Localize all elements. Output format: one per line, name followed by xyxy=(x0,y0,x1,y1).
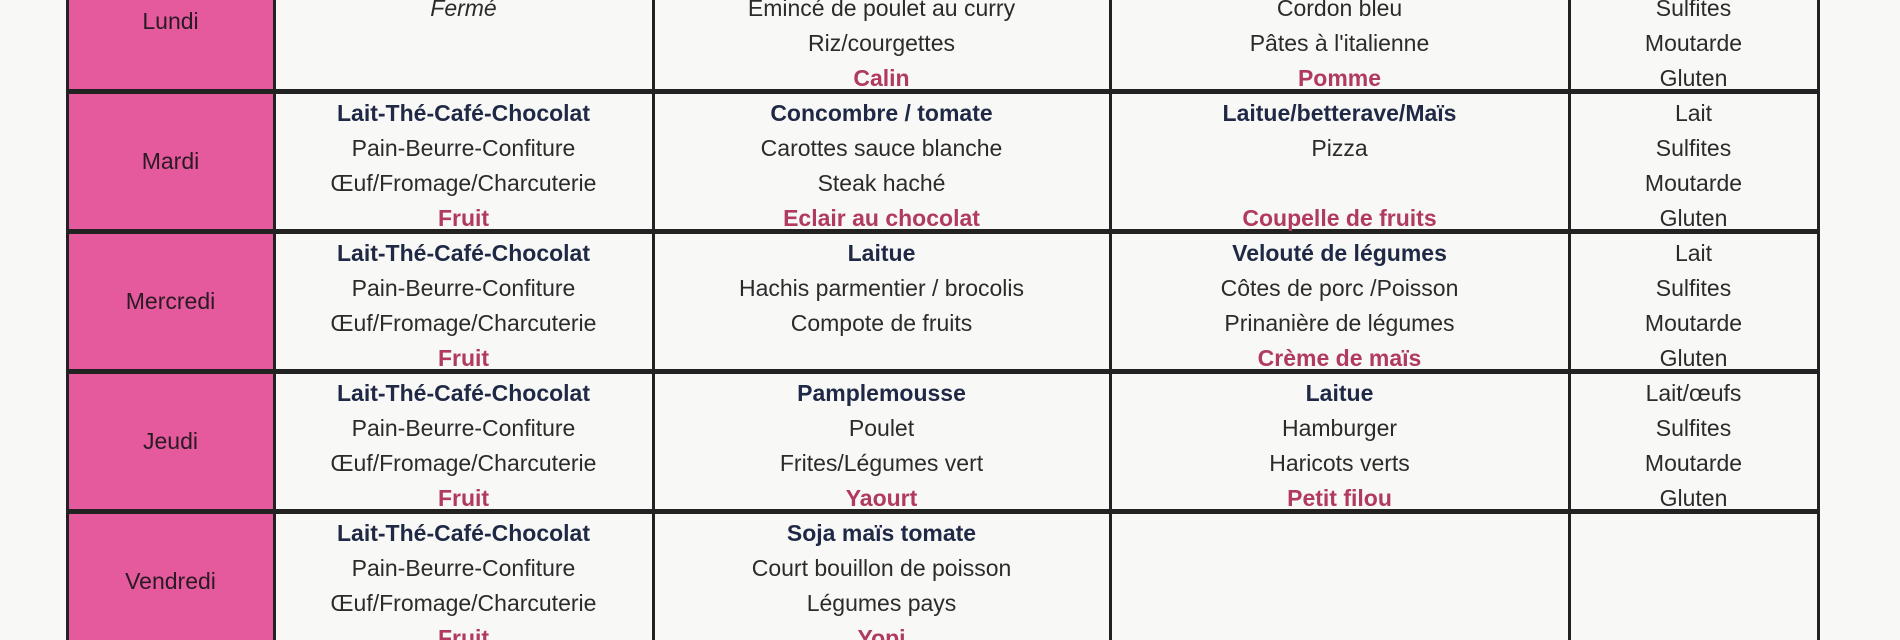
menu-line: Pâtes à l'italienne xyxy=(1249,29,1430,56)
menu-line: Œuf/Fromage/Charcuterie xyxy=(330,589,597,616)
menu-line: Pomme xyxy=(1297,64,1382,91)
menu-line: Gluten xyxy=(1659,204,1728,231)
allergen-cell: Lait Sulfites Moutarde Gluten xyxy=(1567,230,1820,372)
meal-cell xyxy=(1108,510,1571,640)
menu-line: Frites/Légumes vert xyxy=(779,449,984,476)
menu-line: Œuf/Fromage/Charcuterie xyxy=(330,449,597,476)
menu-line: Sulfites xyxy=(1655,134,1732,161)
menu-line: Carottes sauce blanche xyxy=(760,134,1003,161)
menu-line: Sulfites xyxy=(1655,274,1732,301)
meal-cell: Lait-Thé-Café-Chocolat Pain-Beurre-Confit… xyxy=(272,510,655,640)
menu-line: Moutarde xyxy=(1644,29,1743,56)
menu-line: Gluten xyxy=(1659,344,1728,371)
meal-cell: Laitue Hamburger Haricots verts Petit filou xyxy=(1108,370,1571,512)
day-label: Mardi xyxy=(141,147,200,174)
menu-line: Fruit xyxy=(437,484,490,511)
day-cell: Lundi xyxy=(65,0,276,92)
menu-line: Steak haché xyxy=(817,169,946,196)
menu-line: Moutarde xyxy=(1644,309,1743,336)
menu-line: Lait xyxy=(1674,239,1713,266)
menu-line: Crème de maïs xyxy=(1257,344,1422,371)
menu-line: Cordon bleu xyxy=(1276,0,1403,21)
menu-line: Calin xyxy=(853,64,910,91)
meal-cell: Velouté de légumes Côtes de porc /Poisson… xyxy=(1108,230,1571,372)
menu-line: Lait-Thé-Café-Chocolat xyxy=(337,379,590,406)
menu-line: Compote de fruits xyxy=(790,309,973,336)
day-cell: Mercredi xyxy=(65,230,276,372)
menu-line: Moutarde xyxy=(1644,449,1743,476)
meal-cell: Lait-Thé-Café-Chocolat Pain-Beurre-Confit… xyxy=(272,90,655,232)
menu-line: Hachis parmentier / brocolis xyxy=(738,274,1025,301)
menu-line: Pain-Beurre-Confiture xyxy=(351,414,576,441)
allergen-cell: Lait/œufs Sulfites Moutarde Gluten xyxy=(1567,370,1820,512)
day-label: Jeudi xyxy=(143,427,198,454)
menu-line: Lait-Thé-Café-Chocolat xyxy=(337,519,590,546)
day-cell: Vendredi xyxy=(65,510,276,640)
day-label: Vendredi xyxy=(125,567,216,594)
meal-cell: Lait-Thé-Café-Chocolat Pain-Beurre-Confit… xyxy=(272,370,655,512)
menu-line: Yaourt xyxy=(845,484,918,511)
day-cell: Mardi xyxy=(65,90,276,232)
menu-line: Lait-Thé-Café-Chocolat xyxy=(337,99,590,126)
menu-line: Hamburger xyxy=(1281,414,1398,441)
meal-cell: Cordon bleu Pâtes à l'italienne Pomme xyxy=(1108,0,1571,92)
day-label: Lundi xyxy=(142,7,199,34)
menu-line: Haricots verts xyxy=(1269,449,1410,476)
menu-line: Laitue xyxy=(847,239,916,266)
menu-line: Petit filou xyxy=(1287,484,1392,511)
menu-line: Côtes de porc /Poisson xyxy=(1220,274,1459,301)
menu-line: Lait-Thé-Café-Chocolat xyxy=(337,239,590,266)
meal-cell: Pamplemousse Poulet Frites/Légumes vert Yao… xyxy=(651,370,1112,512)
menu-line: Court bouillon de poisson xyxy=(751,554,1012,581)
menu-line: Pizza xyxy=(1311,134,1368,161)
menu-line: Prinanière de légumes xyxy=(1224,309,1455,336)
menu-line: Pamplemousse xyxy=(797,379,966,406)
menu-line: Riz/courgettes xyxy=(807,29,955,56)
menu-line: Moutarde xyxy=(1644,169,1743,196)
meal-cell: Fermé xyxy=(272,0,655,92)
allergen-cell: Lait Sulfites Moutarde Gluten xyxy=(1567,90,1820,232)
meal-cell: Lait-Thé-Café-Chocolat Pain-Beurre-Confit… xyxy=(272,230,655,372)
menu-line: Poulet xyxy=(848,414,915,441)
menu-line: Laitue xyxy=(1305,379,1374,406)
meal-cell: Emincé de poulet au curry Riz/courgettes C… xyxy=(651,0,1112,92)
menu-line: Sulfites xyxy=(1655,0,1732,21)
day-cell: Jeudi xyxy=(65,370,276,512)
menu-line: Eclair au chocolat xyxy=(783,204,980,231)
menu-line: Laitue/betterave/Maïs xyxy=(1222,99,1457,126)
day-label: Mercredi xyxy=(125,287,216,314)
menu-line: Fruit xyxy=(437,204,490,231)
menu-line: Emincé de poulet au curry xyxy=(747,0,1016,21)
meal-cell: Soja maïs tomate Court bouillon de poisso… xyxy=(651,510,1112,640)
menu-line: Fermé xyxy=(430,0,497,21)
menu-line: Soja maïs tomate xyxy=(786,519,977,546)
meal-cell: Concombre / tomate Carottes sauce blanche… xyxy=(651,90,1112,232)
menu-line: Légumes pays xyxy=(806,589,957,616)
menu-line: Fruit xyxy=(437,344,490,371)
menu-line: Pain-Beurre-Confiture xyxy=(351,274,576,301)
menu-line: Œuf/Fromage/Charcuterie xyxy=(330,169,597,196)
menu-line: Fruit xyxy=(437,624,490,640)
menu-line: Pain-Beurre-Confiture xyxy=(351,134,576,161)
menu-line: Gluten xyxy=(1659,484,1728,511)
menu-line: Gluten xyxy=(1659,64,1728,91)
menu-line: Concombre / tomate xyxy=(770,99,993,126)
menu-line: Velouté de légumes xyxy=(1232,239,1447,266)
menu-line: Pain-Beurre-Confiture xyxy=(351,554,576,581)
meal-cell: Laitue Hachis parmentier / brocolis Compot… xyxy=(651,230,1112,372)
menu-line: Sulfites xyxy=(1655,414,1732,441)
allergen-cell: Sulfites Moutarde Gluten xyxy=(1567,0,1820,92)
menu-line: Œuf/Fromage/Charcuterie xyxy=(330,309,597,336)
menu-line: Lait xyxy=(1674,99,1713,126)
menu-line: Yopi xyxy=(857,624,906,640)
meal-cell: Laitue/betterave/Maïs Pizza Coupelle de fr… xyxy=(1108,90,1571,232)
allergen-cell xyxy=(1567,510,1820,640)
menu-line: Lait/œufs xyxy=(1645,379,1742,406)
menu-line: Coupelle de fruits xyxy=(1242,204,1437,231)
